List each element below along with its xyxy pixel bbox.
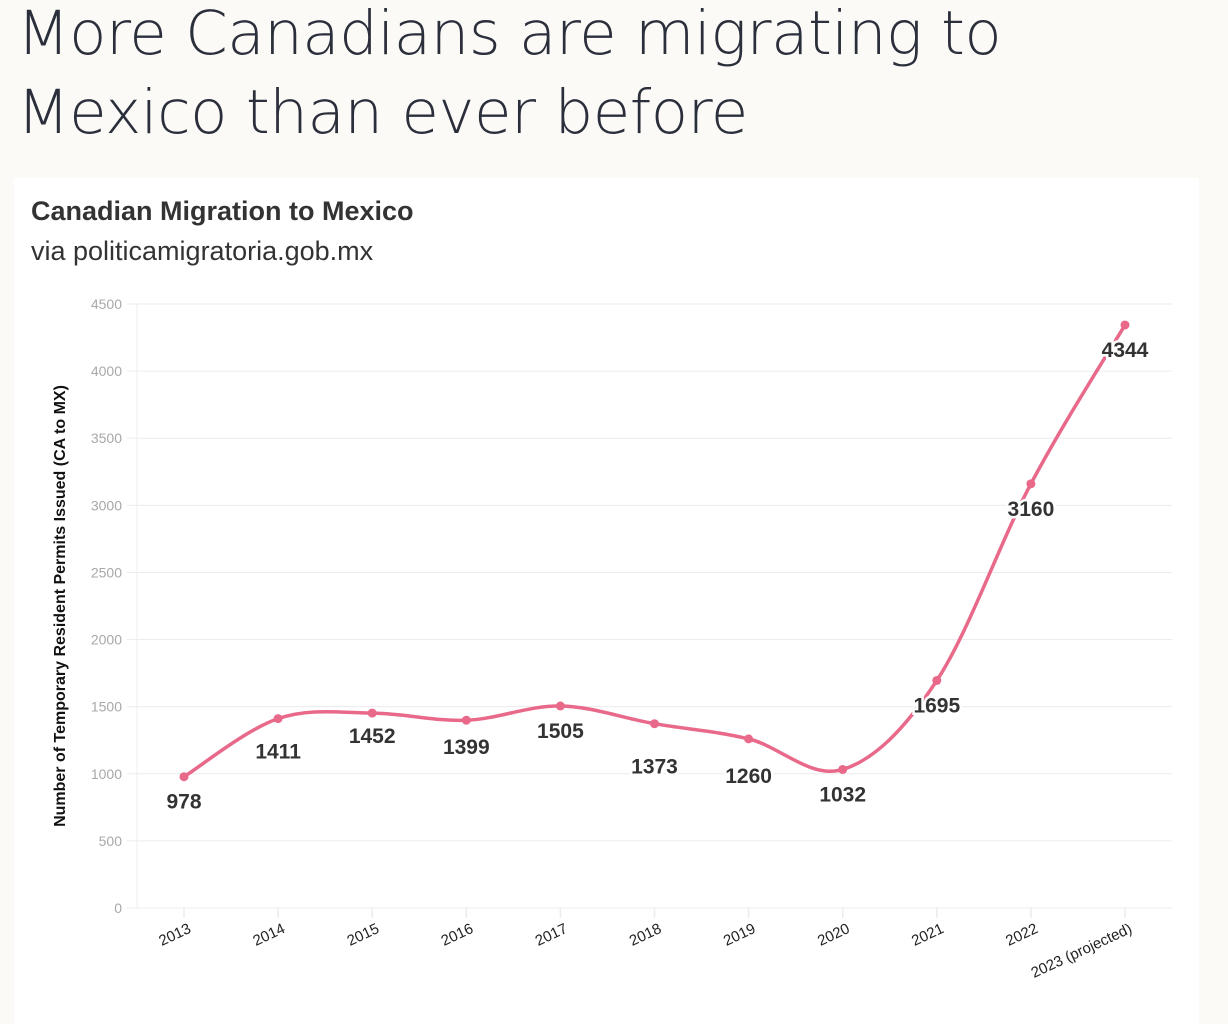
y-tick-label: 3500 [91,430,122,446]
x-tick-label: 2021 [909,920,946,950]
y-tick-label: 4500 [91,296,122,312]
y-tick-label: 1500 [91,699,122,715]
x-tick-label: 2017 [533,920,570,950]
data-label: 4344 [1102,339,1149,362]
data-label: 3160 [1008,498,1055,521]
data-point [838,764,848,774]
chart-title: Canadian Migration to Mexico [31,196,414,226]
data-labels: 978 1411 1452 1399 1505 1373 1260 1032 1695 3160 4… [164,336,1151,816]
y-tick-label: 4000 [91,363,122,379]
data-point [1026,479,1036,489]
data-label: 1452 [349,725,396,748]
y-tick-label: 500 [99,833,123,849]
data-point [555,701,565,711]
x-tick-label: 2019 [721,920,758,950]
y-tick-label: 2500 [91,564,122,580]
y-tick-label: 0 [114,900,122,916]
data-point [650,719,659,729]
data-point [932,675,942,685]
data-label: 1260 [725,765,772,788]
x-axis-ticks: 2013 2014 2015 2016 2017 2018 2019 2020 2021 2022… [156,908,1135,982]
data-label: 1695 [913,694,960,717]
y-tick-label: 3000 [91,497,122,513]
x-tick-label: 2014 [250,920,287,950]
x-tick-label: 2023 (projected) [1029,920,1135,982]
y-tick-label: 1000 [91,766,122,782]
data-label: 1032 [819,783,866,806]
headline: More Canadians are migrating to Mexico t… [17,0,1002,148]
data-point [1120,320,1130,330]
series-line [182,323,1127,779]
chart-subtitle: via politicamigratoria.gob.mx [31,236,374,266]
x-tick-label: 2022 [1003,920,1040,950]
data-label: 1373 [631,756,678,779]
x-tick-label: 2020 [815,920,852,950]
chart-card [14,178,1199,1024]
data-point [461,715,471,725]
x-tick-label: 2018 [627,920,664,950]
data-point [273,714,283,724]
data-points [179,320,1130,782]
x-tick-label: 2016 [439,920,476,950]
y-axis-title: Number of Temporary Resident Permits Iss… [52,385,69,827]
x-tick-label: 2013 [156,920,193,950]
data-label: 1505 [537,720,584,743]
y-tick-label: 2000 [91,632,122,648]
data-point [367,708,377,718]
data-label: 978 [166,791,201,814]
data-point [179,772,189,782]
data-label: 1411 [255,741,301,764]
data-label: 1399 [443,736,490,759]
x-tick-label: 2015 [344,920,381,950]
data-point [744,734,754,744]
y-axis-ticks: 0 500 1000 1500 2000 2500 3000 3500 4000 4500 [91,296,137,916]
gridlines [136,303,1172,909]
